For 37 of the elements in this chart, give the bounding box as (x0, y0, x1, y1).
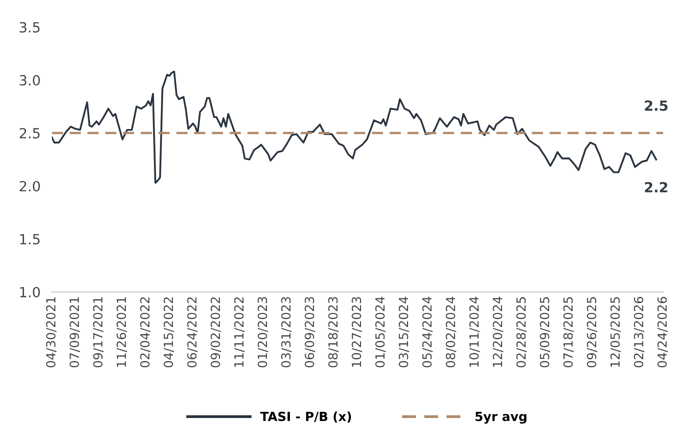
x-tick-label: 10/27/2023 (352, 297, 362, 367)
x-tick-label: 09/02/2022 (210, 297, 222, 368)
x-tick-label: 07/09/2021 (70, 297, 80, 368)
x-tick-label: 04/24/2026 (657, 296, 668, 368)
x-tick-label: 05/24/2024 (422, 296, 433, 368)
x-tick-label: 06/24/2022 (187, 297, 198, 368)
x-tick-label: 04/30/2021 (46, 297, 57, 368)
x-tick-label: 01/05/2024 (375, 296, 386, 368)
x-tick-label: 11/11/2022 (234, 297, 245, 367)
x-tick-label: 02/04/2022 (140, 297, 151, 368)
x-tick-label: 04/15/2022 (164, 297, 174, 368)
x-tick-label: 02/13/2026 (634, 296, 644, 368)
y-tick-label: 3.5 (20, 22, 40, 33)
x-tick-label: 02/28/2025 (516, 297, 527, 368)
annotation: 2.5 (644, 100, 668, 111)
x-tick-label: 03/31/2023 (281, 297, 292, 368)
y-tick-label: 1.5 (20, 234, 40, 244)
y-tick-label: 2.0 (20, 180, 40, 192)
x-tick-label: 12/20/2024 (492, 296, 504, 367)
x-tick-label: 09/26/2025 (586, 297, 598, 368)
x-tick-label: 07/18/2025 (563, 297, 574, 368)
y-tick-label: 1.0 (20, 286, 40, 298)
x-tick-label: 11/26/2021 (116, 297, 128, 367)
x-tick-label: 08/02/2024 (446, 296, 456, 368)
x-tick-label: 03/15/2024 (398, 296, 410, 368)
y-tick-label: 3.0 (20, 75, 40, 86)
x-tick-label: 01/20/2023 (258, 297, 268, 368)
y-tick-label: 2.5 (20, 128, 40, 138)
x-tick-label: 09/17/2021 (93, 297, 104, 368)
x-tick-label: 05/09/2025 (540, 297, 550, 368)
legend-label: 5yr avg (476, 412, 526, 424)
annotation: 2.2 (644, 182, 668, 192)
legend-label: TASI - P/B (x) (260, 411, 351, 423)
x-tick-label: 12/05/2025 (610, 297, 621, 367)
x-tick-label: 06/09/2023 (304, 297, 316, 368)
x-tick-label: 08/18/2023 (328, 297, 339, 368)
x-tick-label: 10/11/2024 (469, 296, 480, 367)
